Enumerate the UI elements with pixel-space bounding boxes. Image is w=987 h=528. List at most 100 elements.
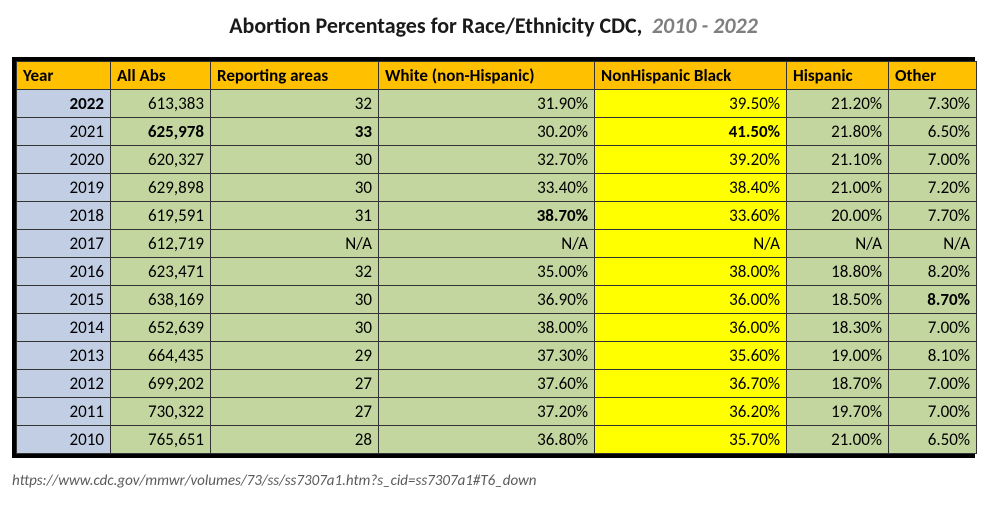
cell-year: 2022 <box>17 90 111 118</box>
table-body: 2022613,3833231.90%39.50%21.20%7.30%2021… <box>17 90 977 454</box>
cell-other: 7.70% <box>889 202 977 230</box>
cell-year: 2011 <box>17 398 111 426</box>
cell-hisp: 20.00% <box>787 202 889 230</box>
cell-black: 35.60% <box>595 342 787 370</box>
cell-other: 7.00% <box>889 370 977 398</box>
cell-abs: 623,471 <box>111 258 211 286</box>
cell-year: 2012 <box>17 370 111 398</box>
cell-black: 36.00% <box>595 314 787 342</box>
table-row: 2011730,3222737.20%36.20%19.70%7.00% <box>17 398 977 426</box>
cell-hisp: 21.10% <box>787 146 889 174</box>
cell-hisp: 18.50% <box>787 286 889 314</box>
cell-white: 33.40% <box>379 174 595 202</box>
cell-other: 8.20% <box>889 258 977 286</box>
cell-hisp: 21.00% <box>787 174 889 202</box>
cell-other: 6.50% <box>889 118 977 146</box>
cell-areas: 30 <box>211 286 379 314</box>
cell-other: 7.00% <box>889 314 977 342</box>
cell-white: 30.20% <box>379 118 595 146</box>
cell-white: 38.70% <box>379 202 595 230</box>
cell-other: 8.70% <box>889 286 977 314</box>
cell-black: 38.00% <box>595 258 787 286</box>
cell-white: 37.30% <box>379 342 595 370</box>
cell-year: 2017 <box>17 230 111 258</box>
cell-areas: 31 <box>211 202 379 230</box>
cell-abs: 765,651 <box>111 426 211 454</box>
table-row: 2020620,3273032.70%39.20%21.10%7.00% <box>17 146 977 174</box>
cell-white: 38.00% <box>379 314 595 342</box>
source-citation: https://www.cdc.gov/mmwr/volumes/73/ss/s… <box>12 472 975 490</box>
cell-areas: 30 <box>211 146 379 174</box>
cell-other: 7.30% <box>889 90 977 118</box>
cell-abs: 699,202 <box>111 370 211 398</box>
cell-abs: 629,898 <box>111 174 211 202</box>
cell-areas: 27 <box>211 370 379 398</box>
cell-year: 2014 <box>17 314 111 342</box>
col-header-other: Other <box>889 62 977 90</box>
cell-black: 35.70% <box>595 426 787 454</box>
table-row: 2019629,8983033.40%38.40%21.00%7.20% <box>17 174 977 202</box>
table-row: 2021625,9783330.20%41.50%21.80%6.50% <box>17 118 977 146</box>
cell-areas: 27 <box>211 398 379 426</box>
cell-other: 7.00% <box>889 398 977 426</box>
cell-year: 2013 <box>17 342 111 370</box>
table-row: 2018619,5913138.70%33.60%20.00%7.70% <box>17 202 977 230</box>
data-table-wrap: YearAll AbsReporting areasWhite (non-His… <box>12 57 975 458</box>
table-row: 2016623,4713235.00%38.00%18.80%8.20% <box>17 258 977 286</box>
cell-black: 39.50% <box>595 90 787 118</box>
cell-abs: 652,639 <box>111 314 211 342</box>
page-title: Abortion Percentages for Race/Ethnicity … <box>8 12 979 39</box>
col-header-white: White (non-Hispanic) <box>379 62 595 90</box>
cell-white: 35.00% <box>379 258 595 286</box>
cell-hisp: 19.00% <box>787 342 889 370</box>
cell-hisp: 18.30% <box>787 314 889 342</box>
cell-abs: 613,383 <box>111 90 211 118</box>
cell-black: 36.00% <box>595 286 787 314</box>
col-header-year: Year <box>17 62 111 90</box>
table-row: 2022613,3833231.90%39.50%21.20%7.30% <box>17 90 977 118</box>
cell-black: 33.60% <box>595 202 787 230</box>
cell-areas: 30 <box>211 314 379 342</box>
cell-hisp: N/A <box>787 230 889 258</box>
table-row: 2014652,6393038.00%36.00%18.30%7.00% <box>17 314 977 342</box>
title-range: 2010 - 2022 <box>652 12 758 39</box>
cell-black: 39.20% <box>595 146 787 174</box>
cell-abs: 620,327 <box>111 146 211 174</box>
cell-other: 7.20% <box>889 174 977 202</box>
table-row: 2017612,719N/AN/AN/AN/AN/A <box>17 230 977 258</box>
cell-hisp: 19.70% <box>787 398 889 426</box>
cell-year: 2015 <box>17 286 111 314</box>
cell-areas: N/A <box>211 230 379 258</box>
cell-areas: 29 <box>211 342 379 370</box>
cell-black: 38.40% <box>595 174 787 202</box>
col-header-hisp: Hispanic <box>787 62 889 90</box>
cell-black: 41.50% <box>595 118 787 146</box>
cell-year: 2016 <box>17 258 111 286</box>
cell-abs: 664,435 <box>111 342 211 370</box>
cell-white: 31.90% <box>379 90 595 118</box>
cell-hisp: 18.80% <box>787 258 889 286</box>
cell-black: 36.70% <box>595 370 787 398</box>
table-row: 2012699,2022737.60%36.70%18.70%7.00% <box>17 370 977 398</box>
cell-hisp: 21.00% <box>787 426 889 454</box>
cell-hisp: 18.70% <box>787 370 889 398</box>
cell-white: 36.80% <box>379 426 595 454</box>
cell-other: 7.00% <box>889 146 977 174</box>
cell-abs: 612,719 <box>111 230 211 258</box>
col-header-black: NonHispanic Black <box>595 62 787 90</box>
cell-other: 6.50% <box>889 426 977 454</box>
cell-hisp: 21.80% <box>787 118 889 146</box>
cell-abs: 625,978 <box>111 118 211 146</box>
header-row: YearAll AbsReporting areasWhite (non-His… <box>17 62 977 90</box>
cell-year: 2020 <box>17 146 111 174</box>
cell-year: 2010 <box>17 426 111 454</box>
col-header-areas: Reporting areas <box>211 62 379 90</box>
table-head: YearAll AbsReporting areasWhite (non-His… <box>17 62 977 90</box>
cell-areas: 30 <box>211 174 379 202</box>
cell-areas: 28 <box>211 426 379 454</box>
cell-year: 2019 <box>17 174 111 202</box>
title-main: Abortion Percentages for Race/Ethnicity … <box>229 12 642 39</box>
cell-white: N/A <box>379 230 595 258</box>
col-header-abs: All Abs <box>111 62 211 90</box>
table-row: 2010765,6512836.80%35.70%21.00%6.50% <box>17 426 977 454</box>
